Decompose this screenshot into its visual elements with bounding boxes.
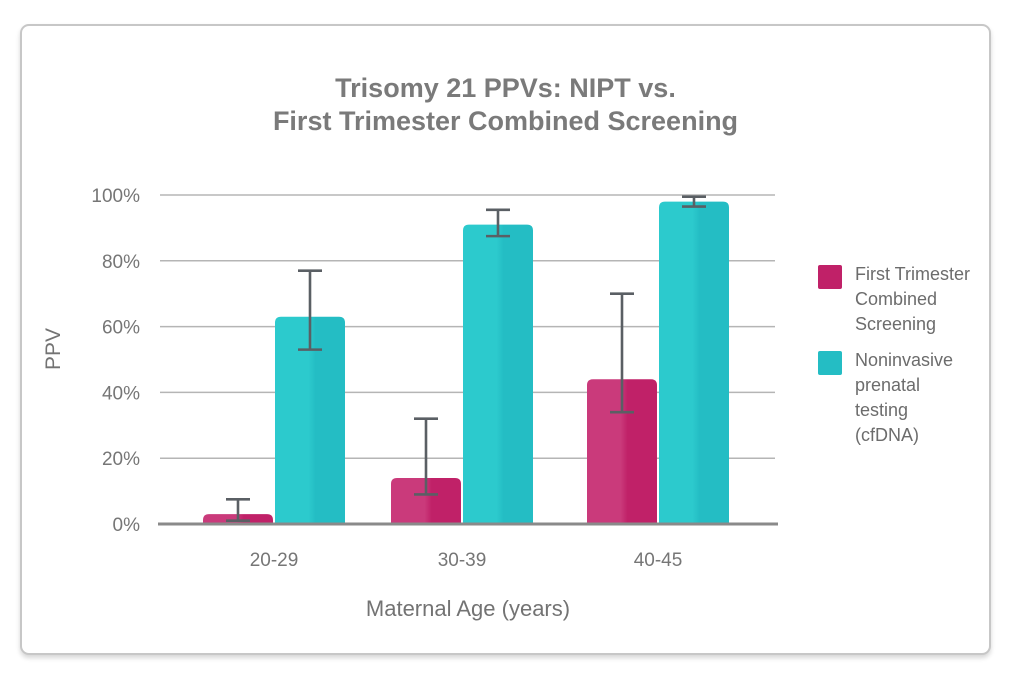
legend: First Trimester Combined Screening Nonin… [818,262,983,459]
bar-fts-30-39 [391,477,461,524]
y-tick-label: 0% [113,515,141,536]
chart-title: Trisomy 21 PPVs: NIPT vs. First Trimeste… [22,72,989,138]
x-tick-label: 30-39 [438,550,487,571]
y-tick-label: 100% [91,186,140,207]
chart-title-line-1: Trisomy 21 PPVs: NIPT vs. [335,73,676,103]
y-tick-label: 60% [102,318,140,339]
legend-item-nipt: Noninvasive prenatal testing (cfDNA) [818,348,983,448]
bar-chart: 0% 20% 40% 60% 80% 100% 20-29 30-39 40-45 PPV Ma… [42,186,778,621]
legend-item-fts: First Trimester Combined Screening [818,262,983,337]
y-tick-label: 20% [102,449,140,470]
bar-nipt-20-29 [275,316,345,524]
legend-label-nipt: Noninvasive prenatal testing (cfDNA) [855,350,954,445]
x-tick-label: 40-45 [634,550,683,571]
chart-title-line-2: First Trimester Combined Screening [272,106,739,136]
y-tick-label: 80% [102,252,140,273]
bar-fts-40-45 [587,379,657,524]
legend-label-fts: First Trimester Combined Screening [855,264,970,334]
bar-nipt-40-45 [659,201,729,524]
legend-swatch-nipt [818,351,842,375]
bar-nipt-30-39 [463,224,533,525]
y-tick-label: 40% [102,383,140,404]
chart-card: Trisomy 21 PPVs: NIPT vs. First Trimeste… [20,24,991,655]
y-axis-title: PPV [42,328,65,370]
x-tick-label: 20-29 [250,550,299,571]
x-axis-title: Maternal Age (years) [366,596,570,621]
legend-swatch-fts [818,265,842,289]
